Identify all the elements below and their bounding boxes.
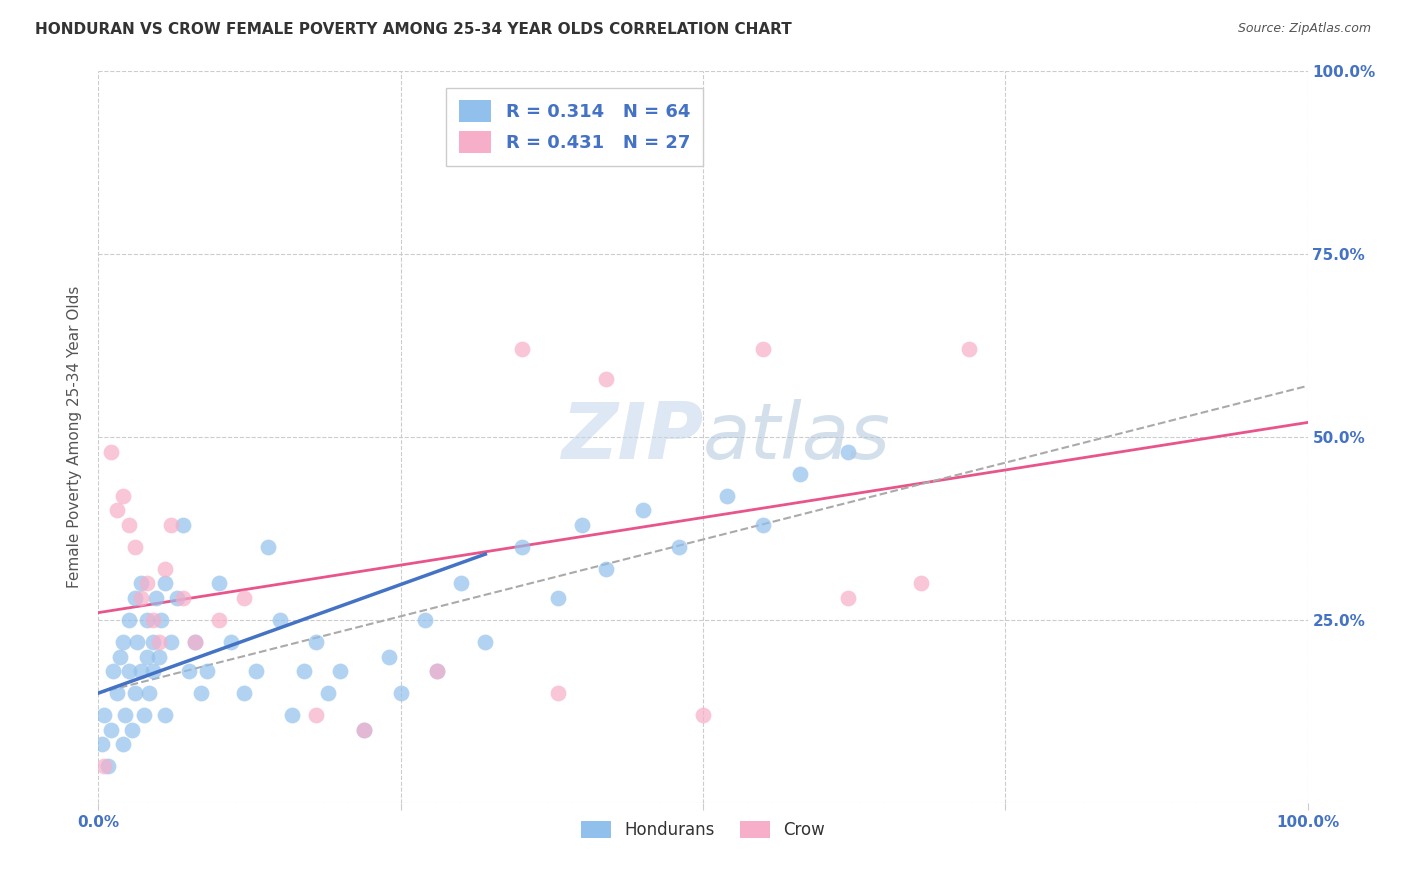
Y-axis label: Female Poverty Among 25-34 Year Olds: Female Poverty Among 25-34 Year Olds — [67, 286, 83, 588]
Point — [160, 517, 183, 532]
Point — [124, 686, 146, 700]
Point — [595, 562, 617, 576]
Point — [837, 591, 859, 605]
Point — [153, 562, 176, 576]
Point — [145, 591, 167, 605]
Point — [129, 576, 152, 591]
Point — [450, 576, 472, 591]
Point — [105, 503, 128, 517]
Point — [179, 664, 201, 678]
Point — [474, 635, 496, 649]
Point — [150, 613, 173, 627]
Point — [789, 467, 811, 481]
Point — [111, 635, 134, 649]
Point — [124, 540, 146, 554]
Point — [153, 576, 176, 591]
Point — [377, 649, 399, 664]
Point — [118, 664, 141, 678]
Point — [353, 723, 375, 737]
Point — [101, 664, 124, 678]
Point — [114, 708, 136, 723]
Point — [316, 686, 339, 700]
Point — [426, 664, 449, 678]
Point — [124, 591, 146, 605]
Point — [837, 444, 859, 458]
Point — [510, 343, 533, 357]
Point — [752, 343, 775, 357]
Legend: Hondurans, Crow: Hondurans, Crow — [575, 814, 831, 846]
Point — [389, 686, 412, 700]
Point — [413, 613, 436, 627]
Point — [190, 686, 212, 700]
Point — [329, 664, 352, 678]
Point — [142, 613, 165, 627]
Point — [111, 489, 134, 503]
Point — [668, 540, 690, 554]
Point — [256, 540, 278, 554]
Point — [105, 686, 128, 700]
Point — [138, 686, 160, 700]
Point — [148, 635, 170, 649]
Text: Source: ZipAtlas.com: Source: ZipAtlas.com — [1237, 22, 1371, 36]
Point — [510, 540, 533, 554]
Point — [129, 664, 152, 678]
Text: HONDURAN VS CROW FEMALE POVERTY AMONG 25-34 YEAR OLDS CORRELATION CHART: HONDURAN VS CROW FEMALE POVERTY AMONG 25… — [35, 22, 792, 37]
Point — [121, 723, 143, 737]
Point — [97, 759, 120, 773]
Point — [172, 517, 194, 532]
Point — [716, 489, 738, 503]
Point — [232, 591, 254, 605]
Point — [111, 737, 134, 751]
Point — [184, 635, 207, 649]
Point — [135, 576, 157, 591]
Point — [108, 649, 131, 664]
Point — [135, 613, 157, 627]
Text: ZIP: ZIP — [561, 399, 703, 475]
Point — [221, 635, 243, 649]
Point — [93, 759, 115, 773]
Point — [426, 664, 449, 678]
Point — [547, 591, 569, 605]
Point — [269, 613, 291, 627]
Text: atlas: atlas — [703, 399, 891, 475]
Point — [118, 613, 141, 627]
Point — [135, 649, 157, 664]
Point — [547, 686, 569, 700]
Point — [184, 635, 207, 649]
Point — [153, 708, 176, 723]
Point — [148, 649, 170, 664]
Point — [127, 635, 149, 649]
Point — [957, 343, 980, 357]
Point — [245, 664, 267, 678]
Point — [208, 576, 231, 591]
Point — [160, 635, 183, 649]
Point — [166, 591, 188, 605]
Point — [910, 576, 932, 591]
Point — [142, 635, 165, 649]
Point — [100, 723, 122, 737]
Point — [571, 517, 593, 532]
Point — [93, 708, 115, 723]
Point — [118, 517, 141, 532]
Point — [595, 371, 617, 385]
Point — [305, 635, 328, 649]
Point — [129, 591, 152, 605]
Point — [91, 737, 114, 751]
Point — [142, 664, 165, 678]
Point — [172, 591, 194, 605]
Point — [305, 708, 328, 723]
Point — [195, 664, 218, 678]
Point — [208, 613, 231, 627]
Point — [232, 686, 254, 700]
Point — [281, 708, 304, 723]
Point — [353, 723, 375, 737]
Point — [631, 503, 654, 517]
Point — [134, 708, 156, 723]
Point — [292, 664, 315, 678]
Point — [692, 708, 714, 723]
Point — [100, 444, 122, 458]
Point — [752, 517, 775, 532]
